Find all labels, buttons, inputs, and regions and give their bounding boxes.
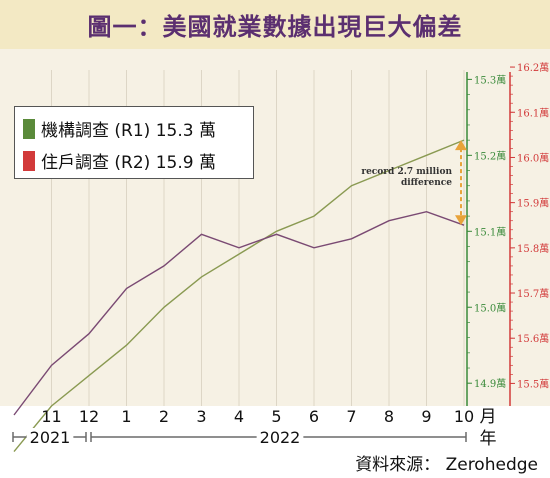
year-unit-label: 年: [480, 429, 497, 449]
y-tick-label-left: 14.9萬: [474, 377, 506, 390]
y-tick-label-left: 15.2萬: [474, 149, 506, 162]
legend-swatch-household: [23, 150, 35, 171]
y-tick-label-left: 15.1萬: [474, 225, 506, 238]
year-label-background: [26, 428, 74, 447]
year-label-2021: 2021: [30, 428, 71, 447]
x-tick-label: 10: [454, 407, 474, 426]
difference-arrow-head-top: [455, 140, 467, 151]
annotation-line-1: record 2.7 million: [361, 167, 452, 177]
source-note: 資料來源： Zerohedge: [355, 455, 538, 475]
x-tick-label: 12: [79, 407, 99, 426]
legend: 機構調查 (R1) 15.3 萬 住戶調查 (R2) 15.9 萬: [14, 106, 254, 179]
y-tick-label-right: 16.2萬: [517, 61, 549, 74]
x-tick-label: 4: [234, 407, 244, 426]
y-tick-label-left: 15.0萬: [474, 301, 506, 314]
title-bar: 圖一：美國就業數據出現巨大偏差: [0, 0, 550, 49]
y-tick-label-right: 16.1萬: [517, 106, 549, 119]
y-tick-label-right: 15.6萬: [517, 332, 549, 345]
legend-item-establishment: 機構調查 (R1) 15.3 萬: [23, 116, 216, 141]
y-tick-label-right: 15.7萬: [517, 287, 549, 300]
y-tick-label-left: 15.3萬: [474, 73, 506, 86]
x-tick-label: 5: [271, 407, 281, 426]
chart-title: 圖一：美國就業數據出現巨大偏差: [87, 13, 463, 41]
y-tick-label-right: 16.0萬: [517, 151, 549, 164]
annotation-line-2: difference: [400, 178, 452, 188]
series-line-establishment: [13, 139, 465, 453]
legend-swatch-establishment: [23, 118, 35, 139]
legend-label-establishment: 機構調查 (R1) 15.3 萬: [41, 121, 216, 141]
legend-item-household: 住戶調查 (R2) 15.9 萬: [23, 148, 216, 173]
x-tick-label: 3: [196, 407, 206, 426]
x-tick-label: 2: [159, 407, 169, 426]
x-tick-label: 7: [346, 407, 356, 426]
y-tick-label-right: 15.9萬: [517, 197, 549, 210]
x-tick-label: 8: [384, 407, 394, 426]
x-tick-label: 9: [421, 407, 431, 426]
series-line-household: [13, 210, 465, 416]
x-unit-label: 月: [480, 407, 497, 427]
x-tick-label: 11: [41, 407, 61, 426]
x-tick-label: 6: [309, 407, 319, 426]
legend-label-household: 住戶調查 (R2) 15.9 萬: [41, 153, 216, 173]
y-tick-label-right: 15.8萬: [517, 242, 549, 255]
x-tick-label: 1: [121, 407, 131, 426]
difference-arrow-head-bottom: [455, 215, 467, 226]
y-tick-label-right: 15.5萬: [517, 377, 549, 390]
difference-annotation: record 2.7 million difference: [356, 167, 452, 189]
year-label-background: [256, 428, 304, 447]
year-label-2022: 2022: [260, 428, 301, 447]
